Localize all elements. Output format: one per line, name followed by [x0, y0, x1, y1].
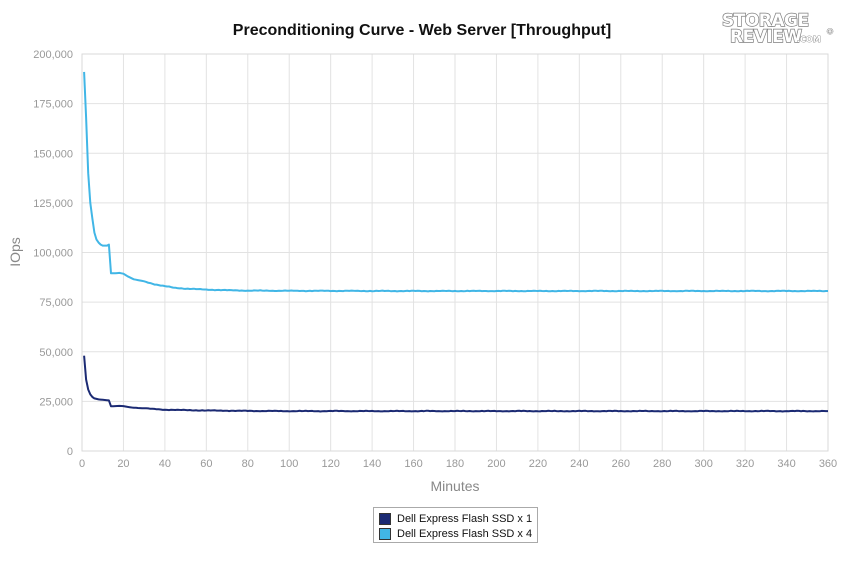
y-tick-label: 0 — [67, 446, 73, 458]
y-tick-label: 125,000 — [33, 198, 73, 210]
x-tick-label: 220 — [529, 458, 547, 470]
y-tick-label: 150,000 — [33, 148, 73, 160]
x-tick-label: 340 — [777, 458, 795, 470]
chart-title: Preconditioning Curve - Web Server [Thro… — [233, 22, 611, 39]
x-tick-label: 280 — [653, 458, 671, 470]
logo-registered-mark: ® — [826, 27, 834, 36]
x-tick-label: 120 — [321, 458, 339, 470]
y-axis-ticks: 0 25,000 50,000 75,000 100,000 125,000 150,000… — [33, 49, 73, 458]
storagereview-logo: STORAGE REVIEW .COM ® — [721, 10, 834, 47]
legend-item-series-1: Dell Express Flash SSD x 1 — [379, 511, 537, 526]
x-tick-label: 300 — [694, 458, 712, 470]
x-tick-label: 240 — [570, 458, 588, 470]
series-lines — [83, 71, 828, 413]
legend-label-series-1: Dell Express Flash SSD x 1 — [397, 512, 533, 525]
logo-word-review: REVIEW — [730, 27, 802, 47]
y-tick-label: 175,000 — [33, 99, 73, 111]
series-line-1 — [83, 355, 828, 413]
legend-swatch-series-2 — [379, 527, 391, 540]
plot-area — [81, 53, 829, 452]
x-tick-label: 180 — [446, 458, 464, 470]
x-tick-label: 0 — [79, 458, 85, 470]
chart-legend: Dell Express Flash SSD x 1 Dell Express … — [373, 507, 538, 543]
logo-word-storage: STORAGE — [722, 11, 809, 31]
x-tick-label: 160 — [404, 458, 422, 470]
legend-swatch-series-1 — [379, 512, 391, 525]
y-tick-label: 50,000 — [39, 347, 73, 359]
x-tick-label: 100 — [280, 458, 298, 470]
y-axis-label: IOps — [7, 237, 23, 267]
x-tick-label: 40 — [159, 458, 171, 470]
y-tick-label: 100,000 — [33, 248, 73, 260]
x-tick-label: 20 — [117, 458, 129, 470]
logo-dotcom: .COM — [797, 35, 821, 44]
x-axis-label: Minutes — [430, 478, 479, 494]
y-tick-label: 75,000 — [39, 297, 73, 309]
y-tick-label: 200,000 — [33, 49, 73, 61]
x-axis-ticks: 0 20 40 60 80 100 120 140 160 180 200 220 240 260 280 3… — [79, 458, 837, 470]
series-line-2 — [83, 71, 828, 293]
x-tick-label: 200 — [487, 458, 505, 470]
x-tick-label: 260 — [612, 458, 630, 470]
legend-label-series-2: Dell Express Flash SSD x 4 — [397, 527, 533, 540]
x-tick-label: 80 — [242, 458, 254, 470]
grid-lines — [81, 53, 829, 452]
x-tick-label: 320 — [736, 458, 754, 470]
y-tick-label: 25,000 — [39, 396, 73, 408]
x-tick-label: 360 — [819, 458, 837, 470]
x-tick-label: 140 — [363, 458, 381, 470]
legend-item-series-2: Dell Express Flash SSD x 4 — [379, 526, 537, 541]
x-tick-label: 60 — [200, 458, 212, 470]
